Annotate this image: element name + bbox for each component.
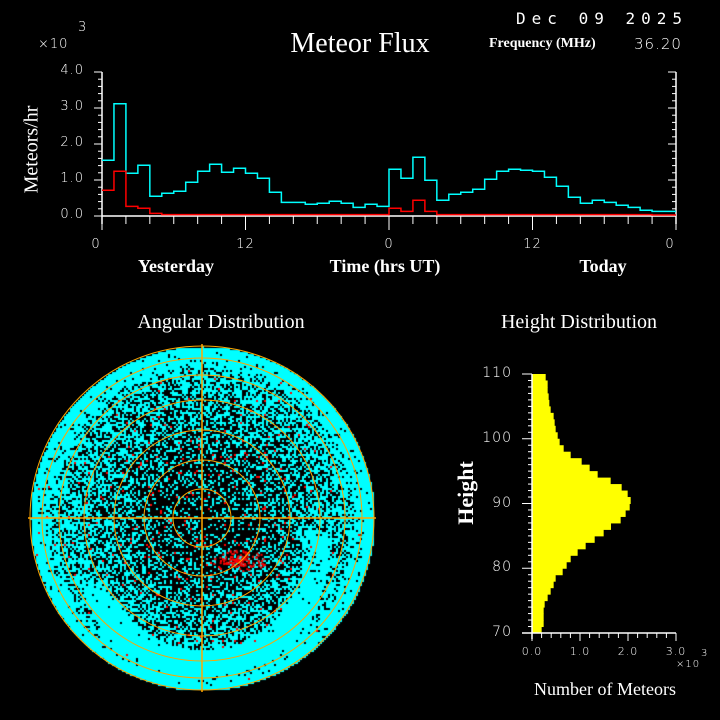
height-bar (532, 490, 628, 498)
y-tick-label: 2.0 (60, 135, 84, 150)
height-y-tick-label: 80 (492, 559, 512, 576)
height-bar (532, 574, 556, 582)
x-axis-label: Time (hrs UT) (329, 256, 441, 276)
height-bar (532, 581, 554, 589)
height-x-tick-label: 0.0 (521, 645, 543, 658)
height-x-tick-label: 2.0 (617, 645, 639, 658)
height-bar (532, 451, 571, 459)
flux-series-cyan (102, 103, 676, 213)
height-bar (532, 386, 548, 394)
height-bar (532, 471, 598, 479)
height-bar (532, 542, 586, 550)
frequency-value: 36.20 (634, 35, 682, 53)
angular-title: Angular Distribution (137, 311, 305, 333)
height-bar (532, 393, 549, 401)
height-bar (532, 477, 611, 485)
height-bar (532, 587, 551, 595)
height-bar (532, 594, 548, 602)
flux-series-red (102, 170, 676, 216)
height-bar (532, 438, 560, 446)
height-bar (532, 419, 555, 427)
height-bar (532, 509, 626, 517)
y-multiplier-exponent: 3 (78, 20, 88, 35)
x-tick-label: 0 (384, 237, 394, 252)
height-y-tick-label: 110 (482, 365, 512, 381)
height-bar (532, 380, 548, 388)
height-bar (532, 535, 595, 543)
height-bar (532, 548, 578, 556)
height-bar (532, 522, 612, 530)
height-bar (532, 445, 564, 453)
y-tick-label: 0.0 (60, 207, 84, 222)
height-bar (532, 464, 590, 472)
y-tick-label: 3.0 (60, 99, 84, 114)
chart-title: Meteor Flux (290, 28, 430, 59)
height-bar (532, 600, 545, 608)
x-tick-label: 0 (91, 237, 101, 252)
x-tick-label: 12 (523, 237, 542, 252)
height-bar (532, 626, 542, 634)
height-bar (532, 607, 544, 615)
height-bar (532, 568, 563, 576)
height-y-tick-label: 70 (492, 624, 512, 640)
height-y-tick-label: 100 (482, 429, 512, 446)
height-bar (532, 555, 571, 563)
height-bar (532, 516, 621, 524)
angular-grid (28, 344, 376, 692)
height-bar (532, 497, 631, 504)
height-bar (532, 412, 554, 420)
y-tick-label: 1.0 (60, 171, 84, 186)
x-group-label-today: Today (579, 256, 627, 276)
height-x-tick-label: 1.0 (569, 645, 591, 658)
date-label: Dec 09 2025 (516, 9, 688, 28)
x-group-label-yesterday: Yesterday (138, 256, 214, 276)
height-bar (532, 503, 630, 511)
height-bar (532, 613, 544, 621)
x-tick-label: 12 (236, 237, 255, 252)
height-bar (532, 529, 604, 537)
frequency-label: Frequency (MHz) (489, 36, 596, 51)
height-bar (532, 374, 546, 381)
height-bar (532, 406, 551, 414)
x-tick-label: 0 (665, 237, 675, 252)
height-x-multiplier-exponent: 3 (701, 648, 709, 659)
height-bar (532, 484, 622, 492)
y-multiplier: ×10 (38, 37, 69, 52)
height-x-tick-label: 3.0 (665, 645, 687, 658)
height-bar (532, 620, 544, 628)
height-x-multiplier: ×10 (676, 659, 701, 670)
height-bar (532, 432, 558, 440)
height-bar (532, 399, 550, 407)
y-tick-label: 4.0 (60, 63, 84, 78)
height-bar (532, 561, 567, 569)
height-y-tick-label: 90 (492, 494, 512, 511)
height-x-axis-label: Number of Meteors (534, 679, 676, 699)
height-title: Height Distribution (500, 311, 658, 333)
height-bar (532, 425, 556, 433)
height-bar (532, 458, 582, 466)
